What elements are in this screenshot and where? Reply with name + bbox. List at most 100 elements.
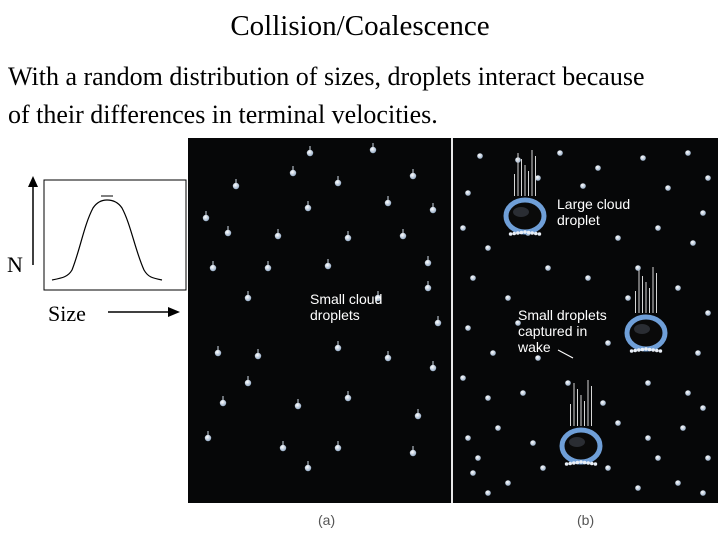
small-droplet (705, 455, 711, 461)
captured-droplet (590, 461, 594, 466)
small-droplet (460, 225, 466, 231)
small-droplet (685, 150, 691, 156)
small-droplet (274, 232, 282, 240)
small-droplet (219, 399, 227, 407)
small-droplet (685, 390, 691, 396)
caption-a-line-1: Small cloud (310, 291, 383, 307)
small-droplet (645, 380, 651, 386)
captured-droplet (582, 460, 587, 465)
body-line-1: With a random distribution of sizes, dro… (8, 62, 645, 91)
small-droplet (505, 480, 511, 486)
large-droplets-layer (503, 197, 668, 466)
small-droplet (209, 264, 217, 272)
small-droplet (675, 285, 681, 291)
small-droplet (279, 444, 287, 452)
small-droplet (399, 232, 407, 240)
caption-small-line-3: wake (518, 339, 551, 355)
small-droplet (615, 420, 621, 426)
captured-droplet (655, 348, 659, 353)
small-droplet (700, 490, 706, 496)
body-line-2: of their differences in terminal velocit… (8, 100, 438, 129)
small-droplet (655, 455, 661, 461)
small-droplet (615, 235, 621, 241)
captured-droplet (640, 347, 645, 352)
small-droplet (465, 190, 471, 196)
captured-droplet (651, 348, 655, 352)
small-droplet (304, 464, 312, 472)
caption-small-line-2: captured in (518, 323, 588, 339)
distribution-plot-frame (43, 179, 187, 291)
caption-small-line-1: Small droplets (518, 307, 607, 323)
large-cloud-droplet-caption: Large cloud droplet (557, 196, 630, 228)
small-droplet (334, 344, 342, 352)
small-droplet (369, 146, 377, 154)
small-droplet (429, 364, 437, 372)
small-droplet (264, 264, 272, 272)
small-droplet (655, 225, 661, 231)
captured-droplet (575, 460, 580, 465)
small-droplet (705, 310, 711, 316)
small-droplet (477, 153, 483, 159)
large-droplet-highlight (634, 324, 650, 334)
small-droplet (635, 265, 641, 271)
collision-figure: Small cloud droplets Large cloud droplet… (188, 138, 718, 503)
small-droplet (640, 155, 646, 161)
small-droplet (409, 449, 417, 457)
small-droplet (490, 350, 496, 356)
small-droplet (625, 295, 631, 301)
y-axis-arrowhead (28, 176, 38, 187)
captured-droplet (593, 462, 598, 466)
captured-droplet (644, 347, 648, 351)
captured-droplet (658, 349, 663, 353)
small-droplet (224, 229, 232, 237)
wake-pointer-line (557, 349, 574, 359)
small-droplet (557, 150, 563, 156)
distribution-curve (51, 199, 163, 281)
small-droplet (324, 262, 332, 270)
x-axis-arrowhead (168, 307, 180, 317)
small-droplet (505, 295, 511, 301)
captured-droplet (586, 461, 590, 465)
small-cloud-droplets-caption: Small cloud droplets (310, 291, 382, 323)
small-droplet (202, 214, 210, 222)
captured-droplet (637, 348, 641, 352)
captured-droplet (572, 461, 576, 465)
small-droplet (605, 465, 611, 471)
fall-trails-layer (514, 150, 657, 426)
slide-body-text: With a random distribution of sizes, dro… (8, 58, 718, 134)
small-droplet (540, 465, 546, 471)
small-droplet (232, 182, 240, 190)
small-droplets-layer (202, 143, 711, 496)
small-droplet (700, 405, 706, 411)
small-droplet (384, 199, 392, 207)
small-droplet (470, 470, 476, 476)
small-droplet (485, 395, 491, 401)
captured-droplet (647, 347, 652, 352)
small-droplet (294, 402, 302, 410)
panel-a-label: (a) (318, 512, 336, 528)
small-droplet (520, 390, 526, 396)
captured-droplet (629, 349, 634, 353)
small-droplet (690, 240, 696, 246)
size-distribution-inset (28, 176, 187, 317)
small-droplet (244, 294, 252, 302)
small-droplet (344, 234, 352, 242)
small-droplet (605, 340, 611, 346)
small-droplet (470, 275, 476, 281)
small-droplet (244, 379, 252, 387)
small-droplet (429, 206, 437, 214)
small-droplet (645, 435, 651, 441)
small-droplet (600, 400, 606, 406)
caption-large-line-2: droplet (557, 212, 600, 228)
small-droplet (304, 204, 312, 212)
small-droplet (465, 435, 471, 441)
caption-large-line-1: Large cloud (557, 196, 631, 212)
small-droplet (434, 319, 442, 327)
small-droplet (214, 349, 222, 357)
small-droplet (535, 175, 541, 181)
small-droplet (695, 350, 701, 356)
small-droplet (495, 425, 501, 431)
small-droplet (424, 284, 432, 292)
captured-droplet (508, 232, 513, 236)
small-droplet (424, 259, 432, 267)
